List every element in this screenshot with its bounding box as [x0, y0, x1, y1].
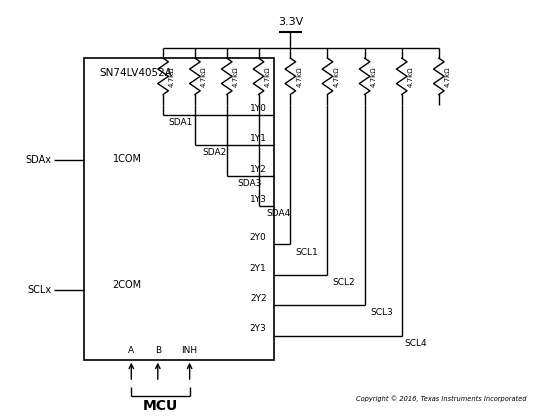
Text: SDAx: SDAx — [26, 155, 52, 165]
Text: SDA3: SDA3 — [237, 179, 262, 188]
Text: 4.7kΩ: 4.7kΩ — [264, 66, 270, 87]
Text: 2Y2: 2Y2 — [250, 294, 266, 303]
Text: 1Y1: 1Y1 — [249, 134, 266, 143]
Text: 2Y0: 2Y0 — [250, 233, 266, 243]
Text: 1COM: 1COM — [113, 154, 142, 164]
Text: Copyright © 2016, Texas Instruments Incorporated: Copyright © 2016, Texas Instruments Inco… — [356, 396, 526, 402]
Bar — [84, 58, 274, 360]
Text: 4.7kΩ: 4.7kΩ — [408, 66, 414, 87]
Text: 1Y2: 1Y2 — [250, 164, 266, 173]
Text: SN74LV4052A: SN74LV4052A — [100, 68, 172, 78]
Text: B: B — [155, 346, 161, 355]
Text: SDA2: SDA2 — [203, 149, 227, 157]
Text: SCL4: SCL4 — [405, 339, 427, 348]
Text: 4.7kΩ: 4.7kΩ — [370, 66, 376, 87]
Text: 4.7kΩ: 4.7kΩ — [169, 66, 175, 87]
Text: SDA1: SDA1 — [168, 118, 193, 127]
Text: 4.7kΩ: 4.7kΩ — [232, 66, 239, 87]
Text: 4.7kΩ: 4.7kΩ — [296, 66, 302, 87]
Text: 2Y3: 2Y3 — [250, 324, 266, 334]
Text: 4.7kΩ: 4.7kΩ — [445, 66, 451, 87]
Text: 4.7kΩ: 4.7kΩ — [201, 66, 207, 87]
Text: SCL1: SCL1 — [296, 248, 318, 257]
Text: 1Y0: 1Y0 — [249, 104, 266, 113]
Text: 3.3V: 3.3V — [278, 17, 303, 27]
Text: SCL3: SCL3 — [370, 308, 393, 317]
Text: MCU: MCU — [143, 399, 178, 413]
Text: SCLx: SCLx — [28, 285, 52, 295]
Text: 2Y1: 2Y1 — [250, 264, 266, 273]
Text: A: A — [128, 346, 134, 355]
Text: 2COM: 2COM — [113, 280, 142, 290]
Text: INH: INH — [182, 346, 198, 355]
Text: SCL2: SCL2 — [333, 278, 356, 287]
Text: 1Y3: 1Y3 — [249, 195, 266, 204]
Text: 4.7kΩ: 4.7kΩ — [333, 66, 340, 87]
Text: SDA4: SDA4 — [266, 209, 290, 218]
